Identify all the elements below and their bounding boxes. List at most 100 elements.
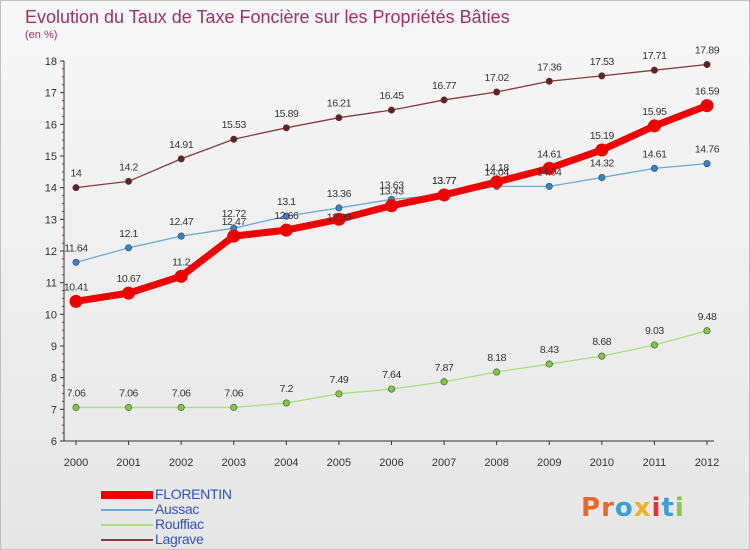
x-tick-label: 2006 [379,457,403,469]
data-point-florentin [700,99,714,113]
chart-unit-label: (en %) [25,29,58,41]
data-point-aussac [72,258,80,266]
data-point-lagrave [650,66,658,74]
data-point-lagrave [72,184,80,192]
y-tick-label: 16 [45,119,57,131]
data-point-lagrave [335,114,343,122]
logo-letter: i [674,493,685,523]
data-point-lagrave [230,135,238,143]
data-label-aussac: 11.64 [64,242,88,254]
data-point-rouffiac [598,352,606,360]
data-label-lagrave: 17.89 [695,44,720,56]
data-label-aussac: 12.1 [119,228,138,240]
data-label-florentin: 11.2 [172,256,191,268]
data-point-rouffiac [72,403,80,411]
x-tick-label: 2008 [484,457,508,469]
data-label-rouffiac: 8.68 [592,336,611,348]
data-point-florentin [174,269,188,283]
data-point-lagrave [282,124,290,132]
data-label-rouffiac: 7.2 [280,383,294,395]
x-tick-label: 2002 [169,457,193,469]
data-point-lagrave [703,60,711,68]
data-label-rouffiac: 8.18 [487,352,506,364]
data-label-florentin: 16.59 [695,86,720,98]
data-label-aussac: 12.47 [169,216,194,228]
legend-label: Lagrave [155,531,204,547]
data-label-rouffiac: 9.03 [645,325,664,337]
y-tick-label: 15 [45,151,57,163]
data-point-florentin [542,161,556,175]
data-label-lagrave: 15.89 [274,108,299,120]
data-point-lagrave [493,88,501,96]
data-point-lagrave [440,96,448,104]
legend-swatch [101,491,153,499]
data-point-florentin [595,143,609,157]
legend-label: Rouffiac [155,516,204,532]
y-tick-label: 12 [45,246,57,258]
data-label-aussac: 13.1 [277,196,296,208]
data-point-aussac [598,174,606,182]
data-point-aussac [177,232,185,240]
data-point-florentin [122,286,136,300]
data-label-rouffiac: 7.06 [172,387,191,399]
data-point-florentin [490,175,504,189]
data-label-rouffiac: 9.48 [698,311,717,323]
logo-letter: x [633,493,652,523]
logo-letter: r [601,493,615,523]
data-label-rouffiac: 7.87 [435,362,454,374]
x-tick-label: 2000 [64,457,88,469]
data-point-rouffiac [125,403,133,411]
data-label-aussac: 12.72 [222,208,247,220]
data-point-rouffiac [335,390,343,398]
data-point-aussac [650,164,658,172]
data-label-lagrave: 16.77 [432,80,457,92]
legend-swatch [101,509,153,511]
data-point-lagrave [387,106,395,114]
x-tick-label: 2004 [274,457,298,469]
data-label-rouffiac: 7.64 [382,369,401,381]
x-tick-label: 2005 [327,457,351,469]
data-label-lagrave: 14.91 [169,139,194,151]
data-label-lagrave: 14 [71,168,82,180]
y-tick-label: 9 [51,341,57,353]
y-tick-label: 17 [45,88,57,100]
data-label-rouffiac: 7.06 [67,387,86,399]
data-label-lagrave: 17.02 [485,72,510,84]
data-point-aussac [545,182,553,190]
x-tick-label: 2011 [643,457,667,469]
data-label-rouffiac: 7.49 [329,374,348,386]
data-label-rouffiac: 7.06 [224,387,243,399]
logo-letter: P [581,493,602,523]
data-point-rouffiac [230,403,238,411]
data-point-florentin [647,119,661,133]
legend-label: Aussac [155,501,200,517]
data-point-aussac [703,160,711,168]
data-label-aussac: 14.04 [537,166,562,178]
data-label-lagrave: 15.53 [222,119,247,131]
data-point-lagrave [598,72,606,80]
x-tick-label: 2001 [116,457,140,469]
data-label-florentin: 13.77 [432,175,457,187]
data-label-aussac: 13.36 [327,188,352,200]
data-label-florentin: 14.61 [537,148,562,160]
data-label-aussac: 14.04 [485,166,510,178]
data-point-rouffiac [493,368,501,376]
chart-title: Evolution du Taux de Taxe Foncière sur l… [25,7,510,27]
data-point-florentin [385,199,398,213]
y-tick-label: 13 [45,214,57,226]
data-label-florentin: 10.67 [116,273,141,285]
y-tick-label: 6 [51,436,57,448]
data-point-rouffiac [177,403,185,411]
data-point-rouffiac [545,360,553,368]
data-label-lagrave: 17.71 [642,50,667,62]
data-point-aussac [282,212,290,220]
data-point-rouffiac [387,385,395,393]
data-point-aussac [125,244,133,252]
x-tick-label: 2010 [590,457,614,469]
data-label-lagrave: 17.36 [537,61,562,73]
data-point-lagrave [545,77,553,85]
y-tick-label: 10 [45,309,57,321]
data-label-florentin: 10.41 [64,281,89,293]
proxiti-logo: Proxiti [581,493,685,523]
